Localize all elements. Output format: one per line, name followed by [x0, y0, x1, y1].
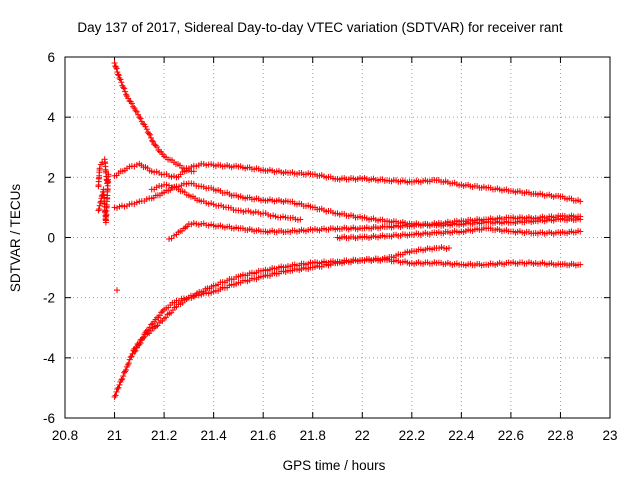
data-point [125, 95, 132, 102]
data-point [131, 105, 138, 112]
data-point [136, 114, 143, 121]
x-axis-label: GPS time / hours [283, 458, 386, 473]
data-point [115, 384, 122, 391]
data-point [577, 213, 584, 220]
data-point [130, 103, 137, 110]
x-tick-label: 21.2 [151, 428, 177, 443]
y-tick-label: -4 [43, 351, 55, 366]
x-tick-label: 22.2 [399, 428, 425, 443]
data-point [116, 381, 123, 388]
series-sat-h-near-zero [334, 225, 584, 242]
data-point [158, 309, 165, 316]
data-point [122, 368, 129, 375]
data-point [118, 377, 125, 384]
data-point [137, 115, 144, 122]
series-sat-i-rise-from-bottom [111, 256, 584, 400]
data-point [112, 392, 119, 399]
data-point [120, 373, 127, 380]
data-point [148, 321, 155, 328]
y-tick-label: 2 [47, 170, 55, 185]
data-point [118, 79, 125, 86]
x-tick-label: 23 [602, 428, 617, 443]
data-point [132, 347, 139, 354]
data-point [113, 65, 120, 72]
data-point [190, 168, 197, 175]
series-sat-c-decay-from-top [111, 60, 197, 175]
x-tick-label: 21 [107, 428, 122, 443]
y-tick-label: 0 [47, 231, 55, 246]
data-point [159, 308, 166, 315]
x-tick-label: 22.6 [498, 428, 524, 443]
data-point [114, 287, 121, 294]
y-axis-label: SDTVAR / TECUs [8, 184, 23, 293]
x-tick-label: 22.8 [547, 428, 573, 443]
series-sat-f [148, 181, 304, 223]
data-point [145, 326, 152, 333]
series-sat-g-near-zero [166, 212, 584, 243]
data-point [114, 385, 121, 392]
data-point [117, 76, 124, 83]
data-point [154, 144, 161, 151]
data-point [122, 88, 129, 95]
data-point [145, 130, 152, 137]
y-tick-label: 4 [47, 110, 55, 125]
data-point [119, 375, 126, 382]
data-point [143, 126, 150, 133]
data-point [149, 137, 156, 144]
data-point [111, 60, 118, 67]
data-point [115, 72, 122, 79]
series-sat-k-outlier [114, 287, 121, 294]
series-sat-b [95, 171, 112, 226]
data-point [123, 91, 130, 98]
data-point [115, 71, 122, 78]
data-point [577, 261, 584, 268]
x-tick-label: 22.4 [448, 428, 475, 443]
data-point [142, 123, 149, 130]
data-point [95, 207, 102, 214]
y-tick-label: -6 [43, 411, 55, 426]
series-sat-d-upper [111, 160, 584, 205]
data-point [297, 216, 304, 223]
series-sat-j-rise [131, 244, 452, 355]
data-point [151, 141, 158, 148]
data-point [445, 245, 452, 252]
data-point [120, 84, 127, 91]
x-tick-label: 21.4 [200, 428, 227, 443]
data-point [121, 85, 128, 92]
y-tick-label: 6 [47, 50, 55, 65]
x-tick-label: 21.6 [250, 428, 276, 443]
data-point [131, 348, 138, 355]
x-tick-label: 21.8 [300, 428, 326, 443]
data-point [96, 206, 103, 213]
data-point [112, 64, 119, 71]
data-point [123, 366, 130, 373]
data-point [577, 198, 584, 205]
data-point [113, 388, 120, 395]
data-point [140, 335, 147, 342]
data-point [96, 202, 103, 209]
data-point [146, 131, 153, 138]
y-tick-label: -2 [43, 291, 55, 306]
chart-title: Day 137 of 2017, Sidereal Day-to-day VTE… [77, 20, 563, 35]
x-tick-label: 22 [355, 428, 370, 443]
data-point [133, 108, 140, 115]
x-tick-label: 20.8 [52, 428, 78, 443]
data-point [105, 171, 112, 178]
data-point [128, 100, 135, 107]
data-point [96, 165, 103, 172]
data-point [147, 134, 154, 141]
axis-ticks: 20.8 21 21.2 21.4 21.6 21.8 22 22.2 22.4 22.6 22.8… [43, 50, 618, 443]
data-point [132, 107, 139, 114]
data-point [127, 354, 134, 361]
data-point [125, 360, 132, 367]
series-sat-e [111, 180, 584, 229]
data-points [95, 60, 584, 400]
data-point [156, 312, 163, 319]
data-point [112, 63, 119, 70]
data-point [137, 340, 144, 347]
data-point [577, 228, 584, 235]
